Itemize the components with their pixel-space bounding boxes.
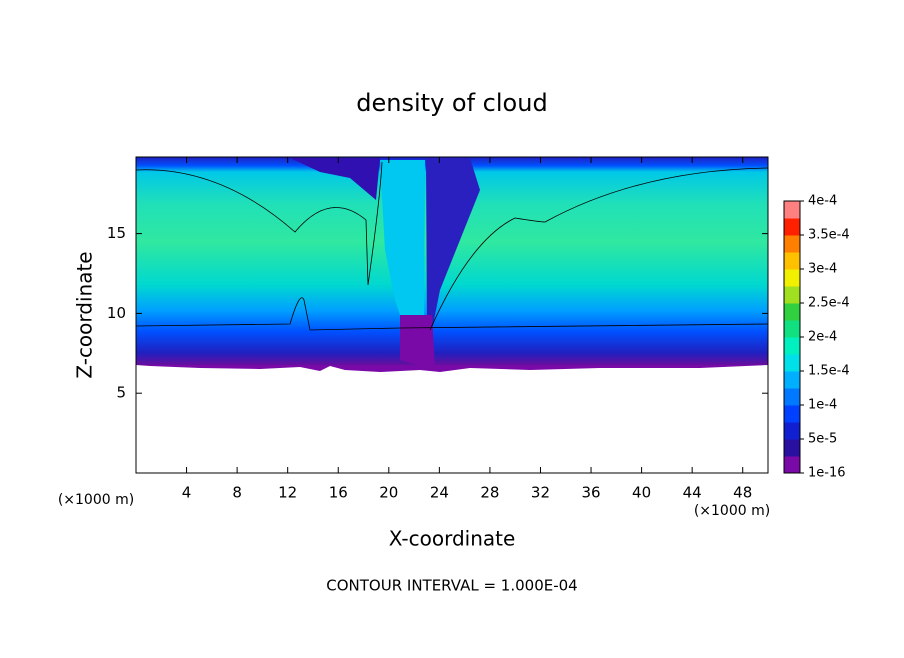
x-tick-label: 40 bbox=[632, 484, 651, 502]
field-notch bbox=[426, 158, 480, 330]
field bbox=[135, 157, 769, 372]
x-tick-label: 8 bbox=[232, 484, 242, 502]
colorbar-tick-label: 1.5e-4 bbox=[808, 364, 850, 379]
x-tick-label: 16 bbox=[329, 484, 348, 502]
colorbar-tick-label: 2.5e-4 bbox=[808, 296, 850, 311]
colorbar-tick-label: 1e-16 bbox=[808, 466, 846, 481]
x-tick-label: 48 bbox=[733, 484, 752, 502]
colorbar-band bbox=[784, 354, 800, 372]
footnote: CONTOUR INTERVAL = 1.000E-04 bbox=[326, 577, 577, 595]
x-axis-label: X-coordinate bbox=[389, 527, 516, 551]
x-unit-label: (×1000 m) bbox=[58, 492, 134, 508]
colorbar-band bbox=[784, 422, 800, 440]
plot-frame bbox=[135, 156, 769, 474]
colorbar-band bbox=[784, 456, 800, 474]
x-tick-label: 32 bbox=[531, 484, 550, 502]
colorbar-band bbox=[784, 337, 800, 355]
colorbar-band bbox=[784, 235, 800, 253]
x-tick-label: 4 bbox=[182, 484, 192, 502]
colorbar-band bbox=[784, 405, 800, 423]
colorbar-band bbox=[784, 218, 800, 236]
field-column bbox=[380, 160, 425, 330]
x-tick-label: 36 bbox=[581, 484, 600, 502]
colorbar-band bbox=[784, 320, 800, 338]
x-tick-label: 20 bbox=[379, 484, 398, 502]
colorbar-tick-label: 2e-4 bbox=[808, 330, 837, 345]
colorbar-band bbox=[784, 388, 800, 406]
colorbar-tick-label: 3e-4 bbox=[808, 262, 837, 277]
colorbar-band bbox=[784, 252, 800, 270]
field-top bbox=[290, 158, 380, 200]
chart-title: density of cloud bbox=[356, 89, 547, 117]
colorbar-band bbox=[784, 269, 800, 287]
x-unit-label: (×1000 m) bbox=[694, 503, 770, 519]
y-tick-label: 5 bbox=[116, 384, 126, 402]
colorbar-band bbox=[784, 371, 800, 389]
y-tick-label: 15 bbox=[107, 224, 126, 242]
contour-line bbox=[135, 161, 769, 331]
x-tick-label: 24 bbox=[430, 484, 449, 502]
colorbar-band bbox=[784, 201, 800, 219]
field-edge bbox=[136, 365, 768, 372]
y-tick-label: 10 bbox=[107, 304, 126, 322]
colorbar-band bbox=[784, 439, 800, 457]
x-tick-label: 44 bbox=[683, 484, 702, 502]
x-tick-label: 28 bbox=[480, 484, 499, 502]
colorbar-band bbox=[784, 286, 800, 304]
colorbar-tick-label: 5e-5 bbox=[808, 432, 837, 447]
colorbar-tick-label: 4e-4 bbox=[808, 194, 837, 209]
colorbar-tick-label: 1e-4 bbox=[808, 398, 837, 413]
x-tick-label: 12 bbox=[278, 484, 297, 502]
field-blob bbox=[400, 315, 435, 370]
y-axis-label: Z-coordinate bbox=[73, 251, 97, 378]
contour-line bbox=[135, 297, 769, 331]
colorbar-band bbox=[784, 303, 800, 321]
colorbar-tick-label: 3.5e-4 bbox=[808, 228, 850, 243]
